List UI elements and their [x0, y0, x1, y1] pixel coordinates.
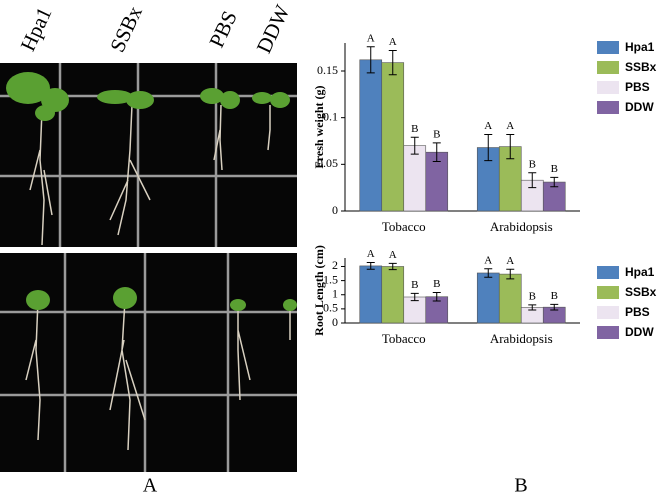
- error-bar: [432, 291, 441, 302]
- significance-letter: A: [484, 254, 492, 266]
- legend-swatch: [597, 326, 619, 339]
- error-bar: [366, 262, 375, 270]
- significance-letter: B: [433, 278, 440, 290]
- y-tick-label: 0.5: [323, 301, 338, 315]
- significance-letter: B: [529, 290, 536, 302]
- photo-label: Hpa1: [16, 3, 57, 54]
- panel-label: B: [514, 475, 527, 497]
- legend-label: DDW: [625, 100, 654, 114]
- legend-swatch: [597, 306, 619, 319]
- legend-label: Hpa1: [625, 40, 655, 54]
- photo-label: DDW: [252, 1, 295, 57]
- legend-swatch: [597, 101, 619, 114]
- legend-label: SSBx: [625, 285, 657, 299]
- y-tick-label: 2: [332, 258, 338, 272]
- x-tick-label: Tobacco: [382, 331, 426, 346]
- bar: [359, 59, 383, 212]
- y-axis-label: Root Length (cm): [312, 245, 326, 336]
- panel-label: A: [143, 475, 158, 497]
- x-tick-label: Arabidopsis: [490, 219, 553, 234]
- y-tick-label: 1.5: [323, 272, 338, 286]
- leaves: [6, 72, 297, 311]
- bar: [498, 273, 522, 324]
- significance-letter: B: [551, 290, 558, 302]
- error-bar: [484, 133, 493, 162]
- significance-letter: B: [529, 158, 536, 170]
- error-bar: [528, 304, 537, 311]
- bar: [381, 62, 405, 212]
- significance-letter: A: [367, 248, 375, 260]
- significance-letter: B: [551, 163, 558, 175]
- error-bar: [550, 303, 559, 311]
- y-tick-label: 0.1: [323, 109, 338, 123]
- significance-letter: A: [506, 120, 514, 132]
- error-bar: [410, 292, 419, 302]
- plants: [25, 104, 291, 451]
- error-bar: [550, 176, 559, 188]
- photo-labels: Hpa1 SSBx PBS DDW: [16, 1, 295, 57]
- error-bar: [506, 133, 515, 160]
- photo-bottom: [0, 253, 297, 472]
- significance-letter: A: [367, 32, 375, 44]
- legend-swatch: [597, 41, 619, 54]
- bar: [359, 265, 383, 324]
- y-axis-label: Fresh weight (g): [312, 85, 326, 168]
- legend-swatch: [597, 81, 619, 94]
- y-tick-label: 0.05: [317, 156, 338, 170]
- y-tick-label: 0: [332, 203, 338, 217]
- significance-letter: B: [411, 123, 418, 135]
- legend-label: DDW: [625, 325, 654, 339]
- legend-label: Hpa1: [625, 265, 655, 279]
- y-tick-label: 0.15: [317, 63, 338, 77]
- y-tick-label: 0: [332, 315, 338, 329]
- significance-letter: A: [506, 255, 514, 267]
- error-bar: [410, 136, 419, 155]
- error-bar: [366, 46, 375, 74]
- error-bar: [484, 268, 493, 278]
- y-tick-label: 1: [332, 286, 338, 300]
- legend-swatch: [597, 286, 619, 299]
- photo-panel: [0, 63, 297, 472]
- significance-letter: B: [433, 128, 440, 140]
- significance-letter: B: [411, 279, 418, 291]
- error-bar: [528, 172, 537, 189]
- x-tick-label: Arabidopsis: [490, 331, 553, 346]
- bar: [381, 266, 405, 324]
- error-bar: [388, 49, 397, 76]
- legend-swatch: [597, 61, 619, 74]
- bar: [403, 145, 427, 212]
- error-bar: [506, 268, 515, 280]
- chart: 0 0.05 0.1 0.15 Fresh weight (g) Tobacco A A B B A…: [312, 32, 657, 234]
- photo-label: SSBx: [105, 2, 147, 56]
- significance-letter: A: [389, 36, 397, 48]
- legend-label: PBS: [625, 305, 650, 319]
- photo-label: PBS: [204, 7, 242, 51]
- error-bar: [432, 142, 441, 163]
- x-tick-label: Tobacco: [382, 219, 426, 234]
- error-bar: [388, 262, 397, 271]
- significance-letter: A: [389, 249, 397, 261]
- chart: 00.511.52 Root Length (cm) Tobacco A A B B Arab…: [312, 245, 657, 346]
- legend-swatch: [597, 266, 619, 279]
- legend-label: PBS: [625, 80, 650, 94]
- legend-label: SSBx: [625, 60, 657, 74]
- bar: [476, 272, 500, 324]
- significance-letter: A: [484, 120, 492, 132]
